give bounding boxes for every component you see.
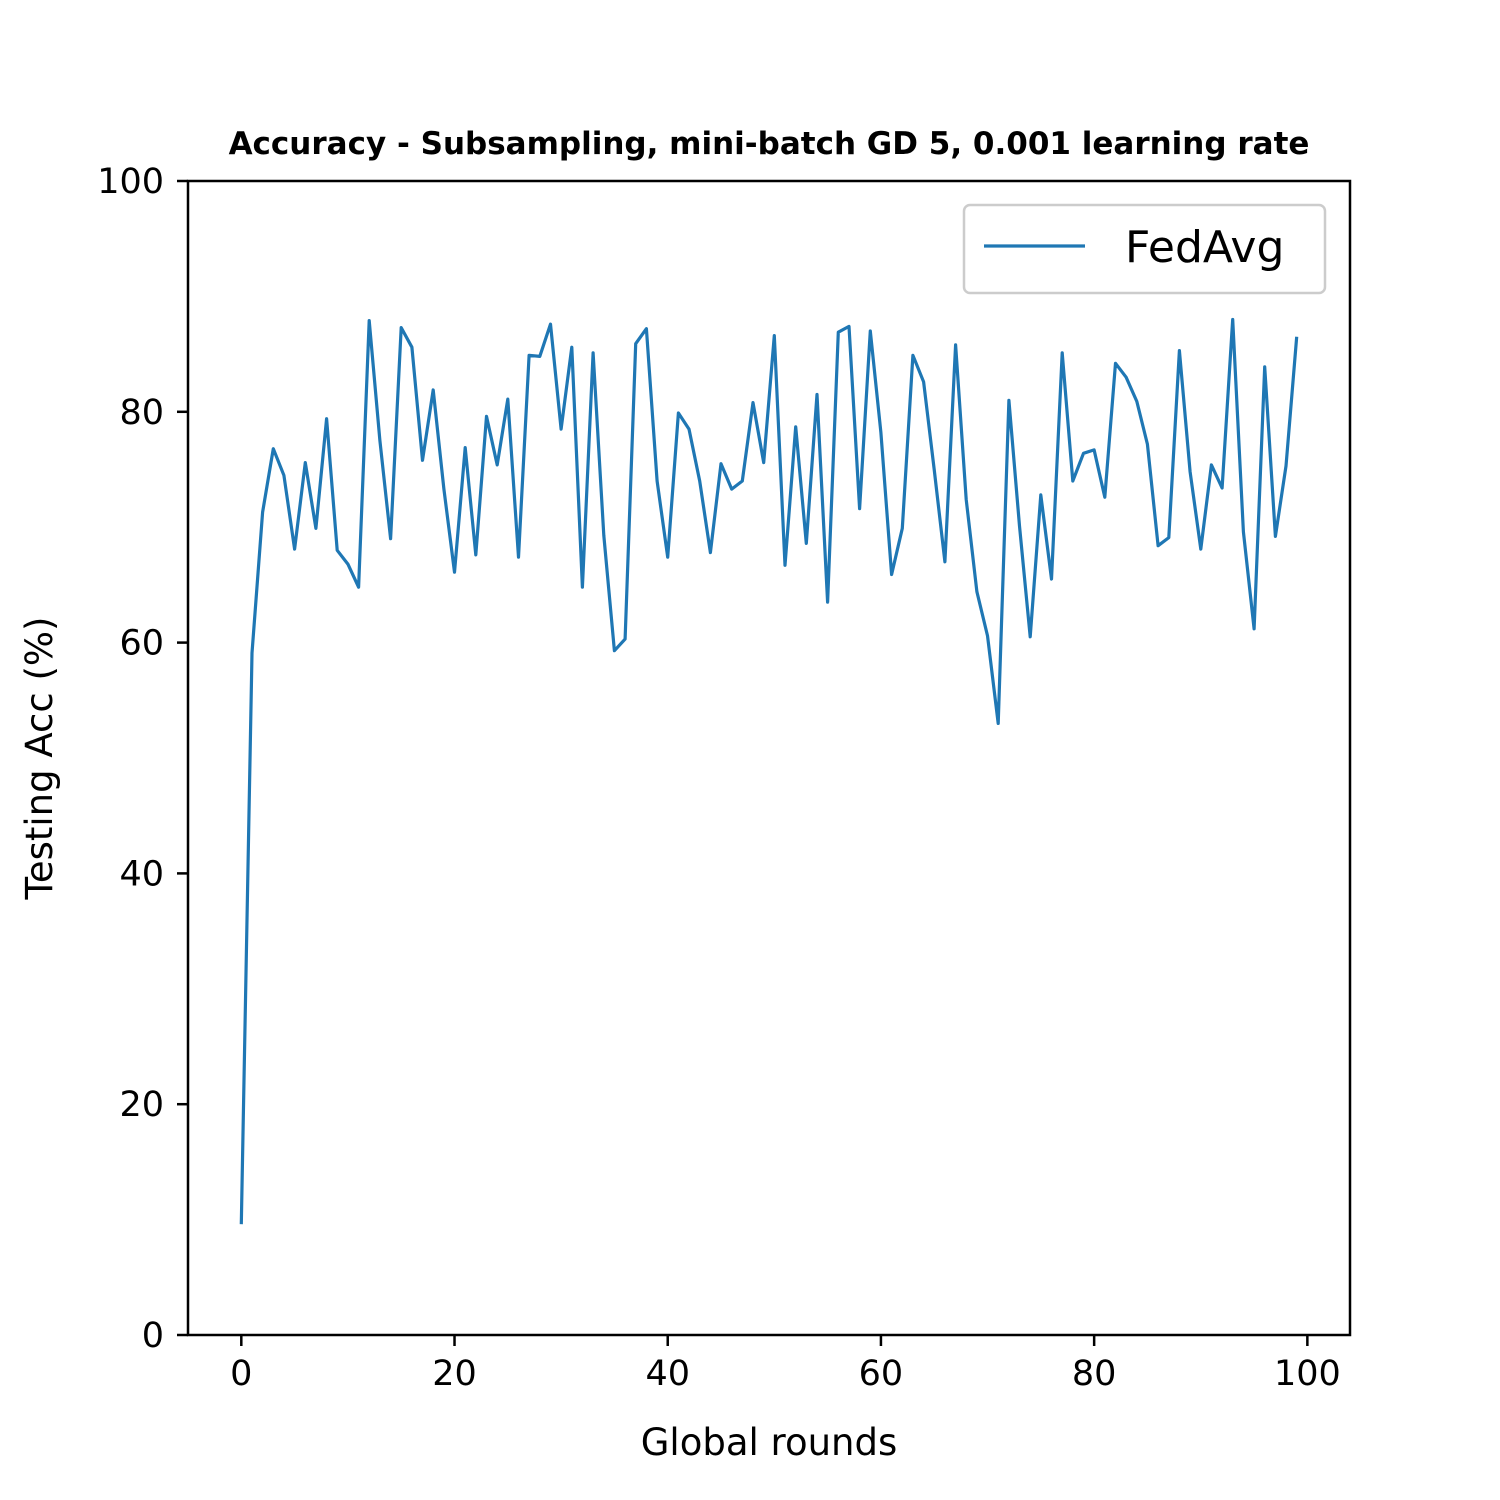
legend-label-fedavg: FedAvg [1125,222,1284,273]
series-line-fedavg [239,317,1299,1225]
x-tick-label: 80 [1072,1354,1117,1394]
x-tick-label: 40 [645,1354,690,1394]
legend-box [962,203,1327,295]
y-tick-label: 80 [119,393,164,433]
legend: FedAvg [962,203,1327,295]
x-tick-label: 100 [1274,1354,1341,1394]
chart-title: Accuracy - Subsampling, mini-batch GD 5,… [229,126,1310,162]
x-tick-label: 60 [859,1354,904,1394]
y-tick-label: 40 [119,854,164,894]
x-axis: 0 20 40 60 80 100 [230,1335,1341,1394]
y-tick-label: 100 [97,162,164,202]
y-tick-label: 20 [119,1085,164,1125]
y-axis-label: Testing Acc (%) [18,617,61,901]
x-axis-label: Global rounds [641,1421,898,1464]
x-tick-label: 0 [230,1354,252,1394]
plot-area [186,179,1352,1337]
plot-frame [186,179,1352,1337]
y-axis: 0 20 40 60 80 100 [97,162,188,1356]
y-tick-label: 0 [142,1316,164,1356]
x-tick-label: 20 [432,1354,477,1394]
y-tick-label: 60 [119,624,164,664]
